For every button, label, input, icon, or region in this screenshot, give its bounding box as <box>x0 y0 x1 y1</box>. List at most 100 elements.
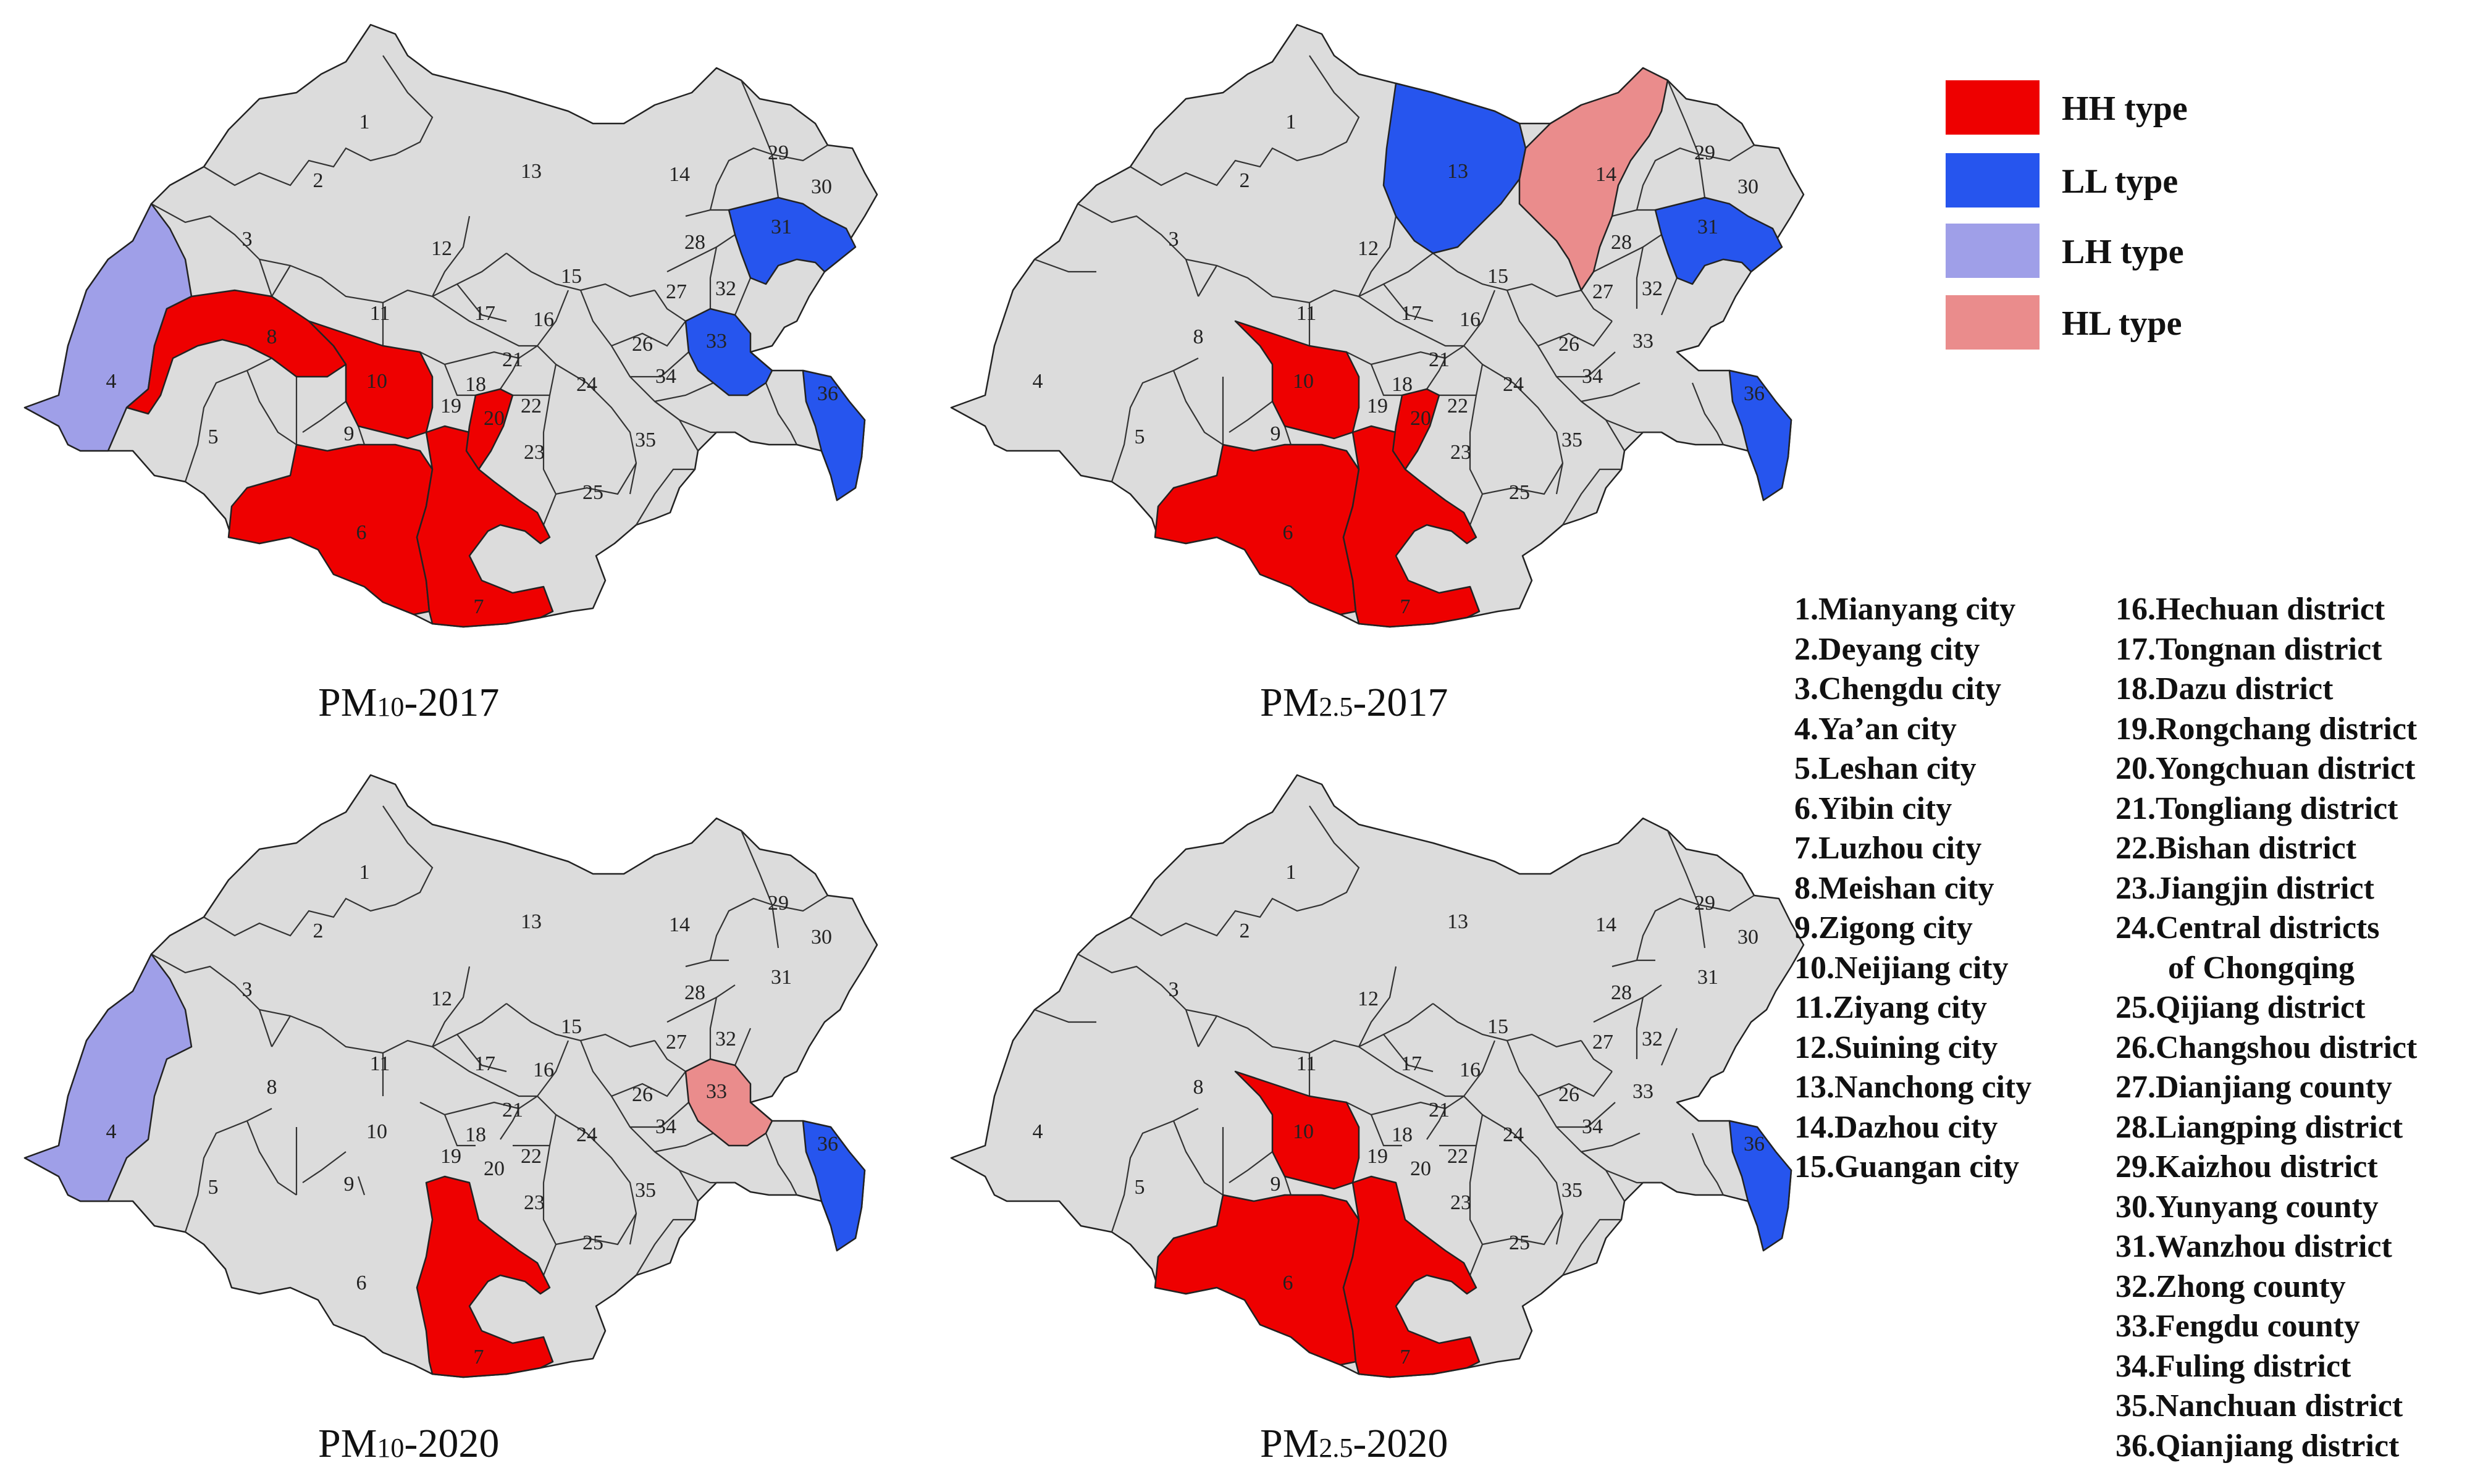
region-boundary <box>1691 382 1724 445</box>
region-label-1: 1 <box>359 861 370 884</box>
region-boundary <box>1636 997 1644 1059</box>
region-label-19: 19 <box>440 395 461 417</box>
region-label-6: 6 <box>356 1272 367 1294</box>
region-label-10: 10 <box>1293 1120 1314 1143</box>
region-boundary <box>1482 463 1563 495</box>
region-boundary <box>1426 345 1484 526</box>
region-boundary <box>1185 1009 1199 1047</box>
region-boundary <box>1593 234 1662 272</box>
region-label-11: 11 <box>1296 1052 1317 1075</box>
region-label-21: 21 <box>502 1099 523 1121</box>
region-label-31: 31 <box>771 966 792 989</box>
region-boundary <box>654 401 735 434</box>
region-label-35: 35 <box>1561 1179 1582 1202</box>
region-label-18: 18 <box>465 373 486 396</box>
region-boundary <box>1691 1133 1724 1196</box>
region-boundary <box>771 904 779 949</box>
region-label-13: 13 <box>1447 160 1468 183</box>
map-title: PM10-2017 <box>318 680 500 725</box>
region-label-23: 23 <box>1450 441 1471 464</box>
region-boundary <box>258 1009 273 1047</box>
region-label-13: 13 <box>1447 910 1468 933</box>
region-boundary <box>654 382 714 403</box>
region-label-36: 36 <box>1744 1133 1765 1155</box>
region-label-14: 14 <box>1595 163 1616 186</box>
region-label-6: 6 <box>356 521 367 544</box>
region-boundary <box>709 997 718 1059</box>
region-boundary <box>258 259 273 297</box>
region-31-ll <box>1654 196 1783 285</box>
region-label-25: 25 <box>1509 481 1530 504</box>
region-boundary <box>271 1015 291 1047</box>
region-boundary <box>630 351 689 378</box>
region-label-12: 12 <box>431 237 452 260</box>
region-label-36: 36 <box>817 1133 838 1155</box>
region-boundary <box>456 1034 507 1073</box>
region-boundary <box>1697 904 1706 949</box>
key-entry: 13.Nanchong city <box>1794 1070 2032 1105</box>
region-label-16: 16 <box>1460 308 1481 331</box>
region-boundary <box>1346 351 1446 366</box>
region-boundary <box>1426 1095 1484 1276</box>
region-label-3: 3 <box>1169 978 1179 1001</box>
region-boundary <box>1383 283 1434 322</box>
region-label-32: 32 <box>715 277 736 300</box>
region-label-10: 10 <box>1293 370 1314 393</box>
region-boundary <box>1482 364 1564 495</box>
key-entry: 5.Leshan city <box>1794 751 1977 786</box>
region-boundary <box>302 401 347 433</box>
region-label-33: 33 <box>1632 330 1653 353</box>
region-label-28: 28 <box>684 231 705 254</box>
region-label-36: 36 <box>817 382 838 405</box>
region-label-16: 16 <box>533 1059 554 1081</box>
region-4-lh <box>23 953 193 1202</box>
region-boundary <box>1284 1176 1292 1196</box>
region-label-14: 14 <box>669 913 690 936</box>
region-label-31: 31 <box>1697 216 1718 238</box>
region-label-20: 20 <box>484 1157 505 1180</box>
legend-item-hh: HH type <box>1946 80 2316 136</box>
region-label-33: 33 <box>1632 1080 1653 1103</box>
region-7-hh <box>1342 425 1481 628</box>
region-boundary <box>1172 1120 1224 1196</box>
region-boundary <box>1034 1008 1096 1023</box>
key-entry: 22.Bishan district <box>2115 831 2357 866</box>
region-boundary <box>1482 1213 1563 1246</box>
region-boundary <box>1581 401 1662 434</box>
region-boundary <box>1557 351 1616 378</box>
region-label-15: 15 <box>1487 1015 1508 1038</box>
key-entry: 25.Qijiang district <box>2115 990 2366 1025</box>
key-entry: 28.Liangping district <box>2115 1109 2403 1145</box>
region-label-3: 3 <box>1169 228 1179 251</box>
region-boundary <box>151 203 507 304</box>
region-label-13: 13 <box>521 910 542 933</box>
region-label-2: 2 <box>313 169 324 192</box>
key-entry: 4.Ya’an city <box>1794 711 1957 747</box>
region-label-19: 19 <box>440 1145 461 1168</box>
region-label-32: 32 <box>715 1028 736 1050</box>
legend-swatch <box>1946 224 2040 278</box>
region-label-18: 18 <box>465 1123 486 1146</box>
region-boundary <box>443 1114 476 1147</box>
region-boundary <box>666 984 736 1023</box>
region-label-27: 27 <box>1592 280 1613 303</box>
region-label-11: 11 <box>370 302 390 325</box>
region-label-22: 22 <box>521 395 542 417</box>
region-label-8: 8 <box>1193 325 1204 348</box>
key-entry: 36.Qianjiang district <box>2115 1428 2400 1464</box>
region-boundary <box>1229 1151 1273 1183</box>
region-label-31: 31 <box>1697 966 1718 989</box>
region-label-18: 18 <box>1392 373 1413 396</box>
region-label-36: 36 <box>1744 382 1765 405</box>
region-label-11: 11 <box>1296 302 1317 325</box>
region-label-32: 32 <box>1642 1028 1663 1050</box>
region-label-4: 4 <box>106 370 117 393</box>
region-boundary <box>1581 1151 1662 1184</box>
region-boundary <box>1198 265 1217 297</box>
region-boundary <box>765 1133 797 1196</box>
region-label-4: 4 <box>106 1120 117 1143</box>
region-label-6: 6 <box>1283 521 1293 544</box>
region-label-7: 7 <box>474 1346 484 1369</box>
region-label-20: 20 <box>1410 407 1431 430</box>
